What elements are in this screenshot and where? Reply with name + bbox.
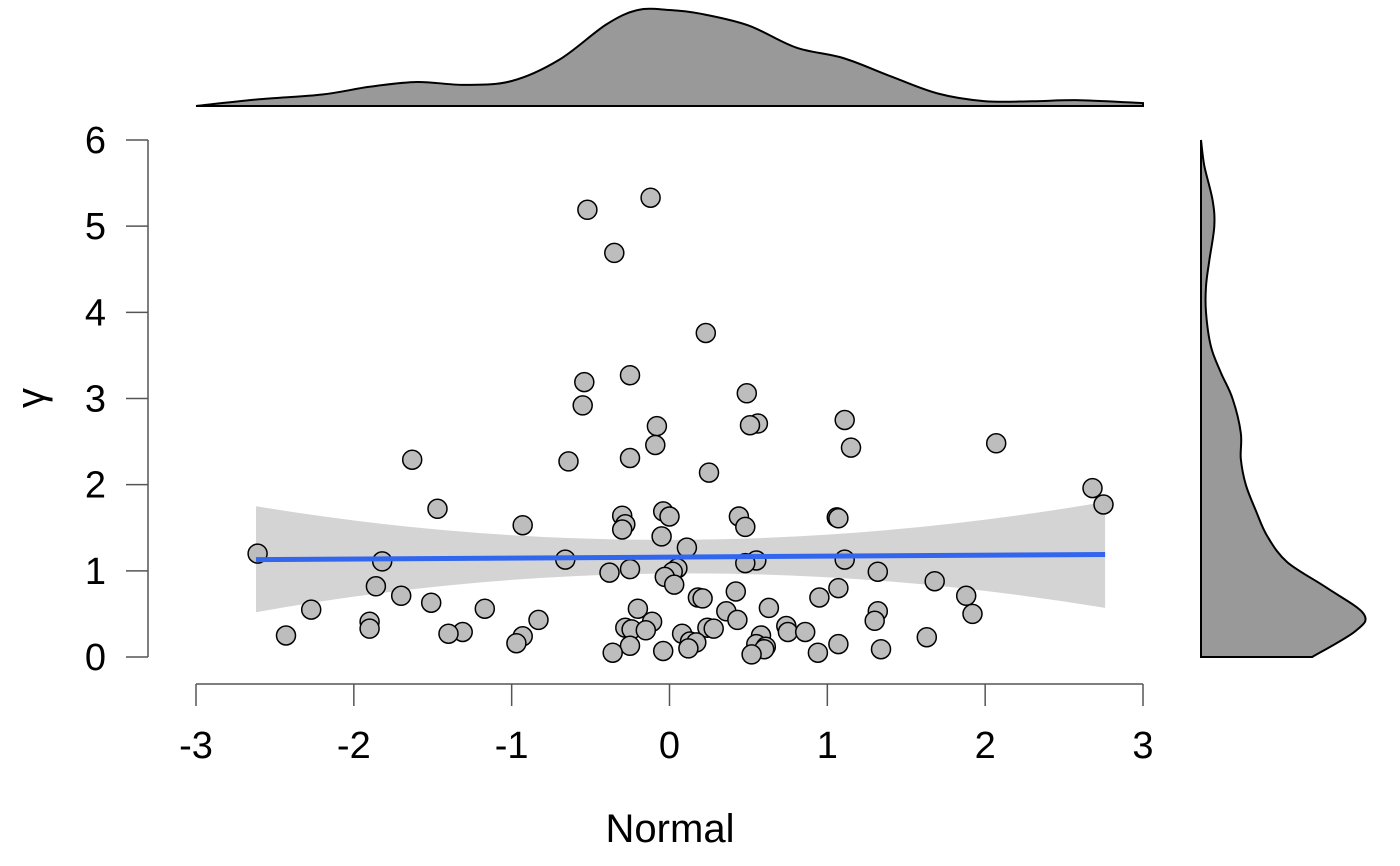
data-point xyxy=(300,599,322,620)
data-point xyxy=(420,592,442,613)
data-point xyxy=(777,621,799,643)
y-tick-label: 2 xyxy=(85,465,106,507)
data-point xyxy=(695,322,717,344)
data-point xyxy=(627,598,649,619)
data-point xyxy=(1093,494,1114,515)
right-marginal-density xyxy=(1200,139,1367,658)
data-point xyxy=(955,585,977,607)
data-point xyxy=(390,585,412,607)
data-point xyxy=(692,588,713,609)
data-point xyxy=(611,519,633,540)
data-point xyxy=(809,587,830,608)
data-point xyxy=(659,506,680,527)
top-marginal-density xyxy=(195,7,1144,107)
x-tick-label: -1 xyxy=(495,725,529,767)
data-point xyxy=(619,447,641,469)
x-tick-label: 2 xyxy=(975,725,996,767)
data-point xyxy=(739,414,761,436)
data-point xyxy=(741,644,762,665)
x-density-curve xyxy=(195,7,1144,107)
x-axis: -3 -2 -1 0 1 2 3 xyxy=(179,683,1154,767)
data-point xyxy=(635,620,657,641)
y-axis-title: γ xyxy=(9,388,53,408)
x-tick-label: 1 xyxy=(817,725,838,767)
data-point xyxy=(474,598,496,619)
data-point xyxy=(828,508,849,529)
data-point xyxy=(663,574,685,595)
y-tick-label: 4 xyxy=(85,292,106,334)
data-point xyxy=(736,383,758,404)
data-point xyxy=(758,597,780,619)
data-point xyxy=(646,415,668,437)
y-tick-label: 1 xyxy=(85,551,106,593)
data-point xyxy=(572,395,593,416)
regression-line xyxy=(255,551,1106,563)
data-point xyxy=(401,449,423,470)
x-tick-label: -3 xyxy=(179,725,213,767)
y-tick-label: 0 xyxy=(85,637,106,679)
data-point xyxy=(275,625,297,646)
data-point xyxy=(574,371,595,393)
data-point xyxy=(645,434,666,456)
plot-area xyxy=(247,187,1114,665)
data-point xyxy=(640,187,661,208)
data-point xyxy=(365,576,387,597)
data-point xyxy=(834,549,855,570)
data-point xyxy=(427,498,448,520)
x-tick-label: 0 xyxy=(659,725,680,767)
x-tick-label: -2 xyxy=(337,725,371,767)
y-axis: 0 1 2 3 4 5 6 xyxy=(85,120,149,679)
data-point xyxy=(727,609,748,631)
data-point xyxy=(924,570,945,592)
data-point xyxy=(678,638,699,659)
y-tick-label: 5 xyxy=(85,206,106,248)
data-point xyxy=(828,577,849,599)
data-point xyxy=(652,640,674,662)
data-point xyxy=(834,409,855,431)
points-group xyxy=(247,187,1114,665)
data-point xyxy=(794,621,816,643)
data-point xyxy=(807,642,829,663)
data-point xyxy=(1082,477,1103,499)
data-point xyxy=(962,603,983,625)
data-point xyxy=(604,242,625,264)
data-point xyxy=(602,642,623,663)
data-point xyxy=(725,581,747,602)
data-point xyxy=(619,558,641,580)
y-density-curve xyxy=(1200,139,1367,658)
y-tick-label: 6 xyxy=(85,120,106,162)
data-point xyxy=(359,618,380,639)
data-point xyxy=(599,562,620,583)
data-point xyxy=(619,364,641,386)
data-point xyxy=(558,451,579,472)
data-point xyxy=(703,618,724,639)
data-point xyxy=(577,199,598,221)
x-tick-label: 3 xyxy=(1132,725,1153,767)
data-point xyxy=(916,626,938,648)
data-point xyxy=(512,514,533,536)
data-point xyxy=(870,638,892,660)
data-point xyxy=(985,433,1007,454)
data-point xyxy=(840,437,862,458)
data-point xyxy=(506,632,527,654)
data-point xyxy=(864,610,885,632)
data-point xyxy=(867,561,889,582)
data-point xyxy=(438,623,459,644)
x-axis-title: Normal xyxy=(606,807,735,851)
data-point xyxy=(619,635,641,657)
data-point xyxy=(698,462,720,483)
data-point xyxy=(828,633,849,655)
data-point xyxy=(651,526,672,547)
data-point xyxy=(735,516,756,538)
data-point xyxy=(676,537,698,558)
data-point xyxy=(528,609,549,631)
y-tick-label: 3 xyxy=(85,379,106,421)
regression-group xyxy=(255,551,1106,563)
